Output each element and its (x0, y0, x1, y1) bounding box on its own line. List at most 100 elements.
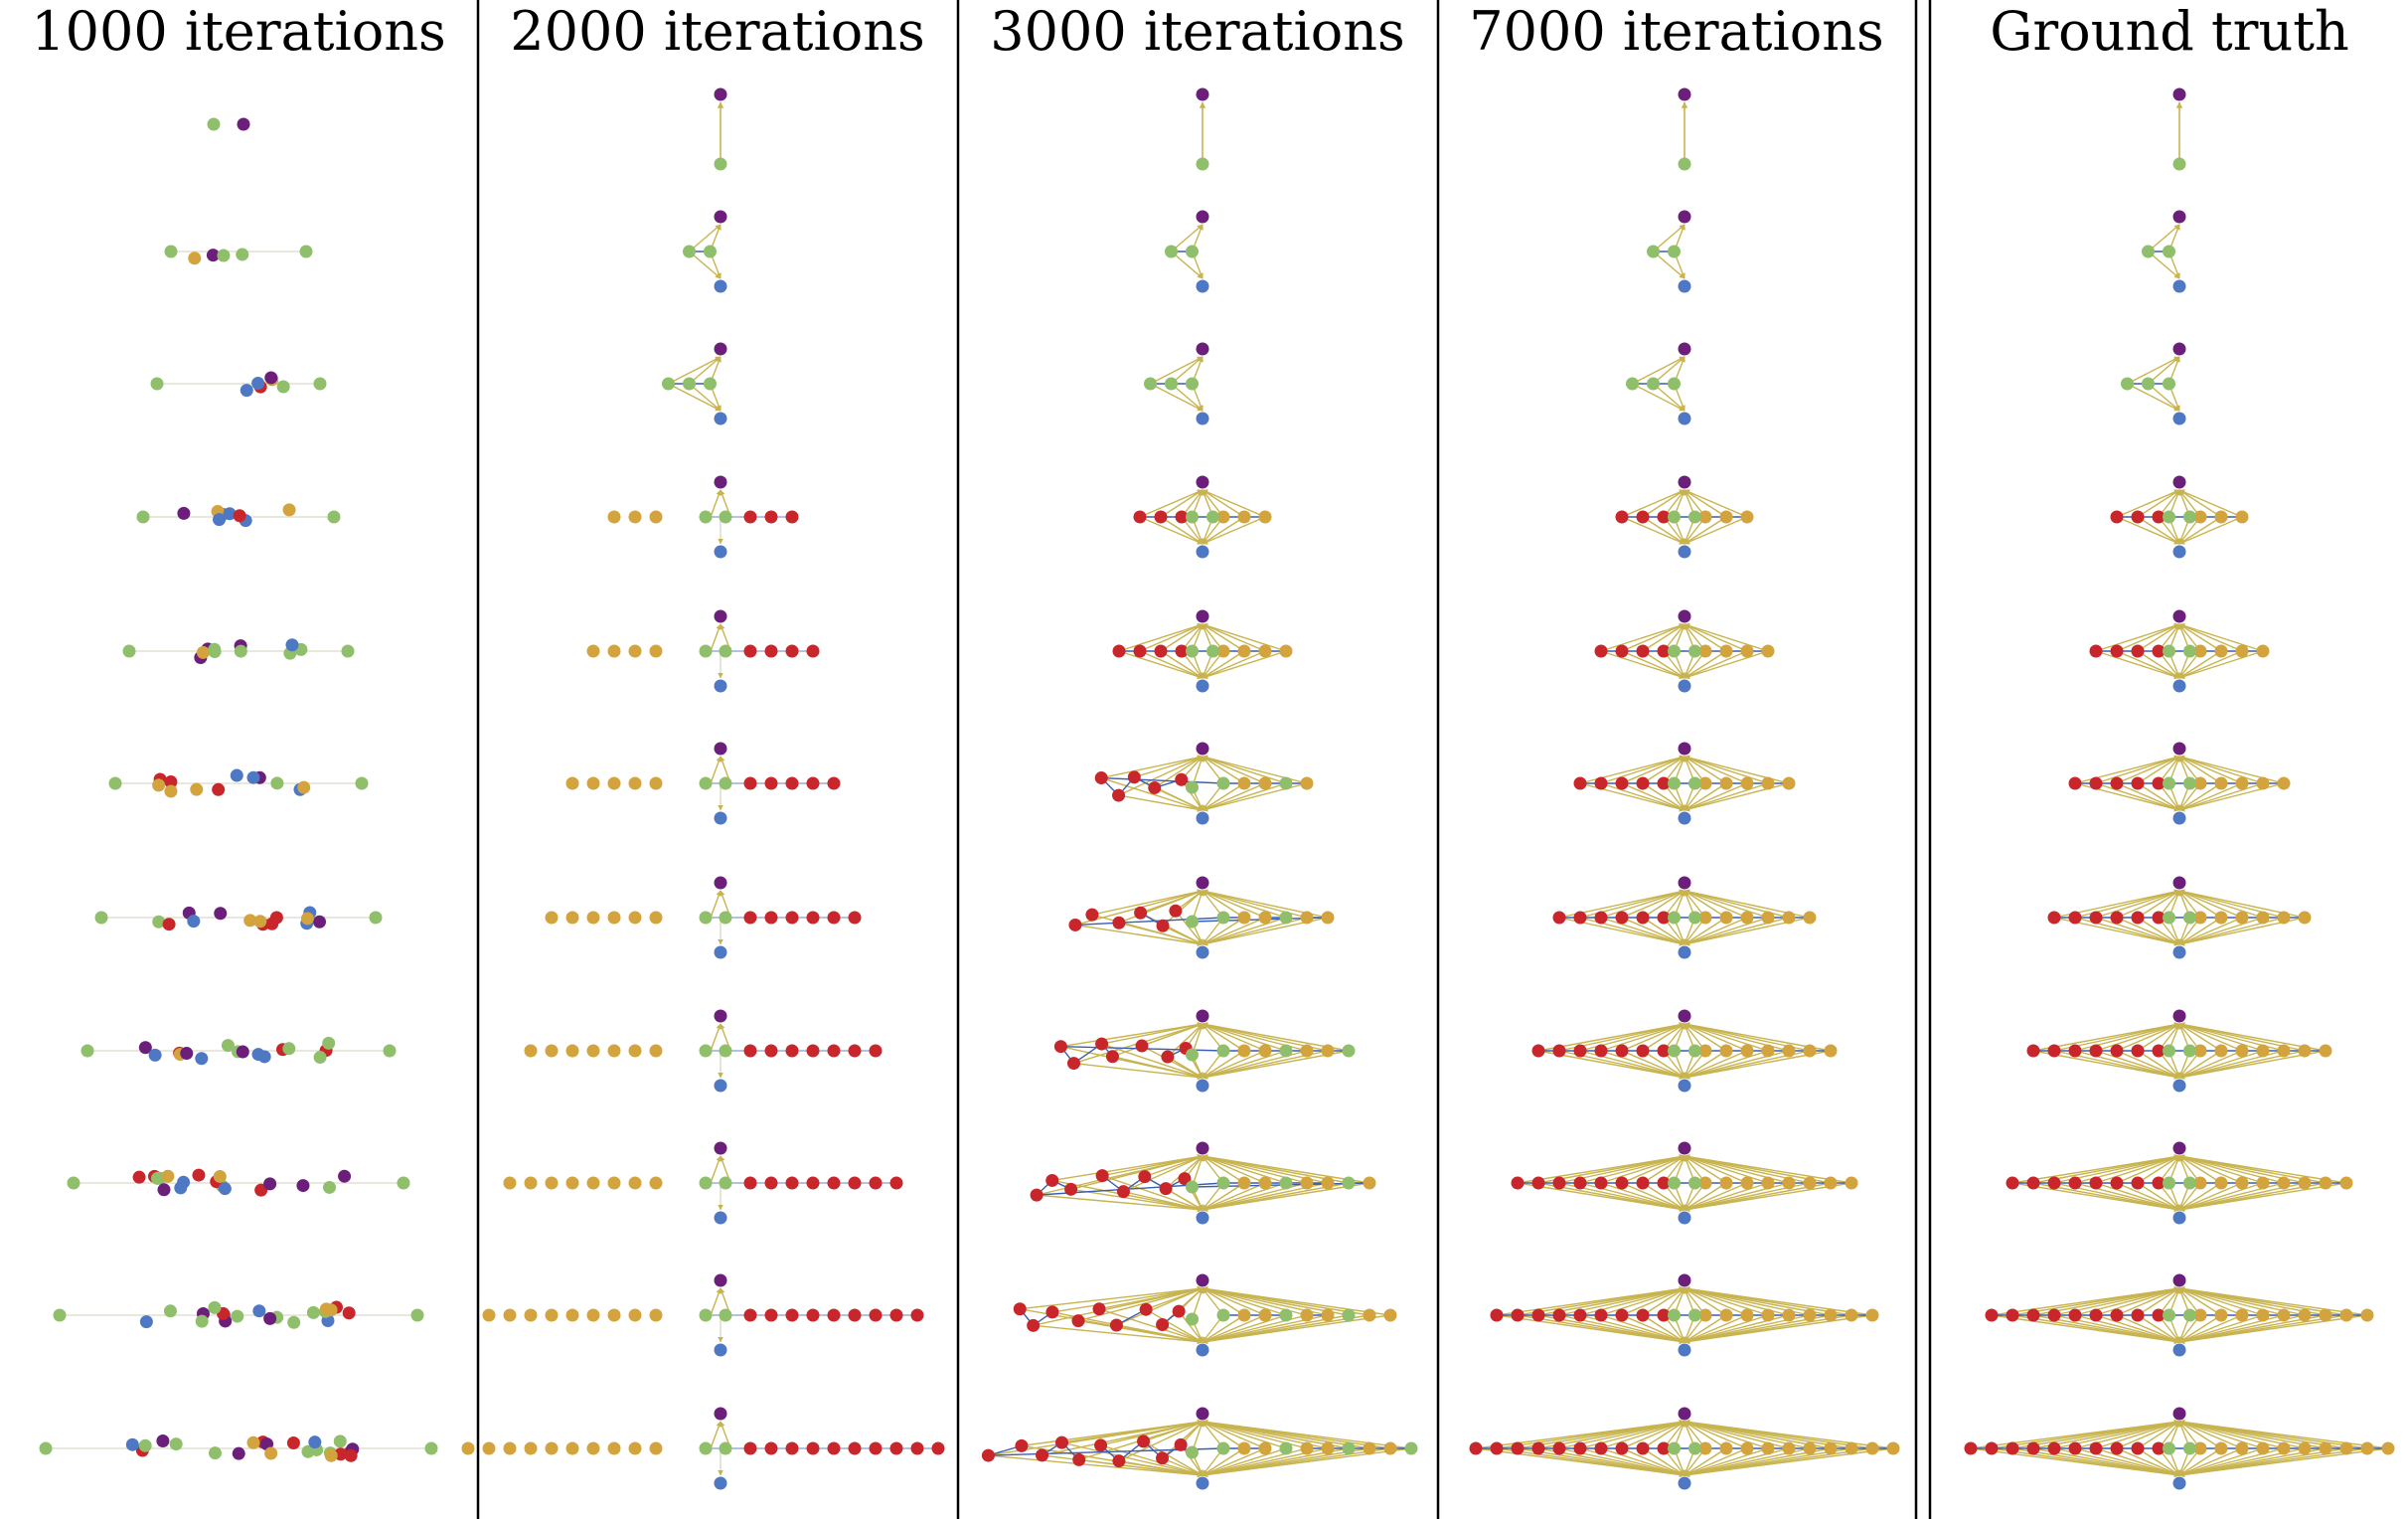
graph-node (607, 1176, 621, 1190)
graph-edge (1202, 1182, 1370, 1212)
graph-edge (1101, 755, 1204, 779)
graph-node (285, 638, 299, 652)
graph-node (1045, 1305, 1059, 1319)
graph-node (704, 245, 717, 258)
graph-node (1159, 1182, 1173, 1196)
graph-edge (2178, 1155, 2243, 1184)
graph-node (180, 1047, 194, 1061)
graph-node (1066, 1057, 1080, 1071)
graph-node (2110, 510, 2124, 524)
graph-diagram (1490, 1273, 1879, 1357)
graph-node (1196, 279, 1209, 293)
graph-edge (1684, 1420, 1769, 1449)
graph-node (1133, 510, 1147, 524)
graph-node (138, 1041, 152, 1055)
graph-edge (1684, 889, 1769, 919)
graph-node (2068, 776, 2082, 790)
graph-edge (1642, 1421, 1686, 1449)
graph-node (323, 1180, 337, 1194)
graph-node (232, 1446, 245, 1460)
graph-node (1112, 788, 1126, 802)
graph-edge (2178, 1447, 2264, 1477)
graph-node (1678, 1141, 1691, 1155)
graph-node (1053, 1040, 1067, 1054)
graph-edge (2011, 1154, 2180, 1184)
graph-node (2183, 644, 2196, 658)
graph-edge (1600, 650, 1686, 680)
graph-node (1174, 1437, 1188, 1451)
graph-edge (2178, 782, 2243, 811)
graph-node (1740, 776, 1754, 790)
graph-node (161, 1169, 175, 1183)
graph-node (67, 1176, 80, 1190)
graph-edge (1202, 1182, 1287, 1212)
graph-edge (2148, 224, 2180, 253)
graph-node (1761, 776, 1775, 790)
graph-node (192, 1168, 206, 1182)
graph-edge (1202, 1447, 1266, 1476)
graph-edge (2095, 1154, 2180, 1184)
graph-node (246, 1435, 260, 1449)
graph-node (1175, 644, 1189, 658)
graph-node (704, 377, 717, 391)
graph-node (187, 915, 201, 928)
graph-node (264, 1446, 278, 1460)
graph-edge (1600, 917, 1686, 946)
graph-node (1531, 1308, 1545, 1322)
graph-node (213, 513, 227, 527)
graph-edge (1033, 1324, 1204, 1345)
graph-edge (1684, 1023, 1748, 1052)
graph-node (2006, 1441, 2019, 1455)
graph-node (1531, 1044, 1545, 1058)
graph-node (1196, 811, 1209, 825)
graph-node (322, 1036, 336, 1050)
graph-node (1552, 1044, 1566, 1058)
graph-edge (1684, 1023, 1727, 1052)
graph-node (1169, 904, 1183, 918)
graph-edge (2127, 383, 2180, 412)
graph-node (2163, 377, 2175, 391)
graph-edge (1684, 1154, 1852, 1184)
graph-node (164, 775, 178, 789)
graph-node (1668, 1176, 1681, 1190)
graph-node (1196, 742, 1209, 756)
graph-node (1698, 644, 1712, 658)
graph-edge (1642, 1155, 1686, 1184)
graph-node (2214, 510, 2228, 524)
graph-diagram (662, 342, 727, 425)
graph-node (312, 915, 326, 928)
graph-edge (1684, 917, 1769, 946)
graph-node (1678, 945, 1691, 959)
graph-node (2172, 876, 2186, 890)
graph-node (1237, 911, 1251, 925)
graph-edge (710, 1421, 722, 1449)
graph-node (869, 1441, 883, 1455)
graph-node (699, 1044, 713, 1058)
graph-node (1071, 1314, 1085, 1328)
graph-node (2277, 1308, 2291, 1322)
graph-edge (2178, 1421, 2243, 1449)
graph-node (152, 915, 166, 928)
graph-node (2152, 510, 2166, 524)
graph-node (869, 1044, 883, 1058)
graph-node (785, 510, 799, 524)
graph-node (397, 1176, 410, 1190)
graph-node (1237, 1044, 1251, 1058)
graph-edge (2178, 1182, 2243, 1211)
graph-node (162, 918, 176, 931)
graph-node (2183, 1308, 2196, 1322)
graph-edge (1621, 1155, 1686, 1184)
graph-node (806, 776, 820, 790)
graph-node (1615, 776, 1629, 790)
graph-node (1237, 1176, 1251, 1190)
graph-node (1135, 1039, 1149, 1053)
graph-node (1626, 377, 1639, 391)
graph-node (2089, 644, 2103, 658)
graph-edge (1202, 1287, 1266, 1316)
graph-node (1216, 510, 1230, 524)
graph-edge (1642, 1447, 1686, 1476)
graph-node (806, 911, 820, 925)
graph-edge (2178, 623, 2222, 652)
graph-edge (2137, 1287, 2180, 1316)
graph-diagram (1985, 1273, 2374, 1357)
